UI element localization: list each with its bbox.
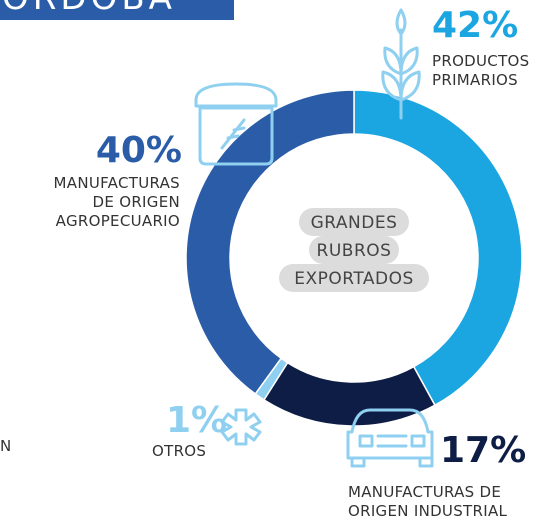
- slice-label: OTROS: [152, 442, 207, 460]
- slice-label: MANUFACTURAS DE ORIGEN AGROPECUARIO: [53, 174, 180, 230]
- slice-label: MANUFACTURAS DE ORIGEN INDUSTRIAL: [348, 483, 508, 520]
- center-text: EXPORTADOS: [294, 269, 414, 289]
- center-pill: [279, 264, 429, 292]
- value-label: 42%: [432, 5, 519, 46]
- car-icon: [346, 408, 434, 468]
- center-label: GRANDES RUBROS EXPORTADOS: [279, 208, 429, 292]
- slice-label: PRODUCTOS PRIMARIOS: [432, 52, 530, 89]
- jar-icon: [194, 82, 278, 166]
- center-pill: [309, 236, 399, 264]
- value-label: 40%: [95, 130, 182, 171]
- other-icon: [220, 408, 262, 446]
- text-fragment: N: [0, 437, 12, 455]
- donut-segment: [262, 361, 436, 427]
- wheat-icon: [381, 8, 421, 120]
- donut-segment: [185, 89, 355, 395]
- center-text: RUBROS: [317, 241, 392, 261]
- donut-segment: [353, 89, 523, 407]
- value-label: 17%: [440, 430, 527, 471]
- value-label: 1%: [166, 400, 228, 441]
- header-title: ÓRDOBA: [0, 0, 234, 20]
- center-pill: [299, 208, 409, 236]
- icons: [194, 8, 434, 468]
- center-text: GRANDES: [311, 213, 398, 233]
